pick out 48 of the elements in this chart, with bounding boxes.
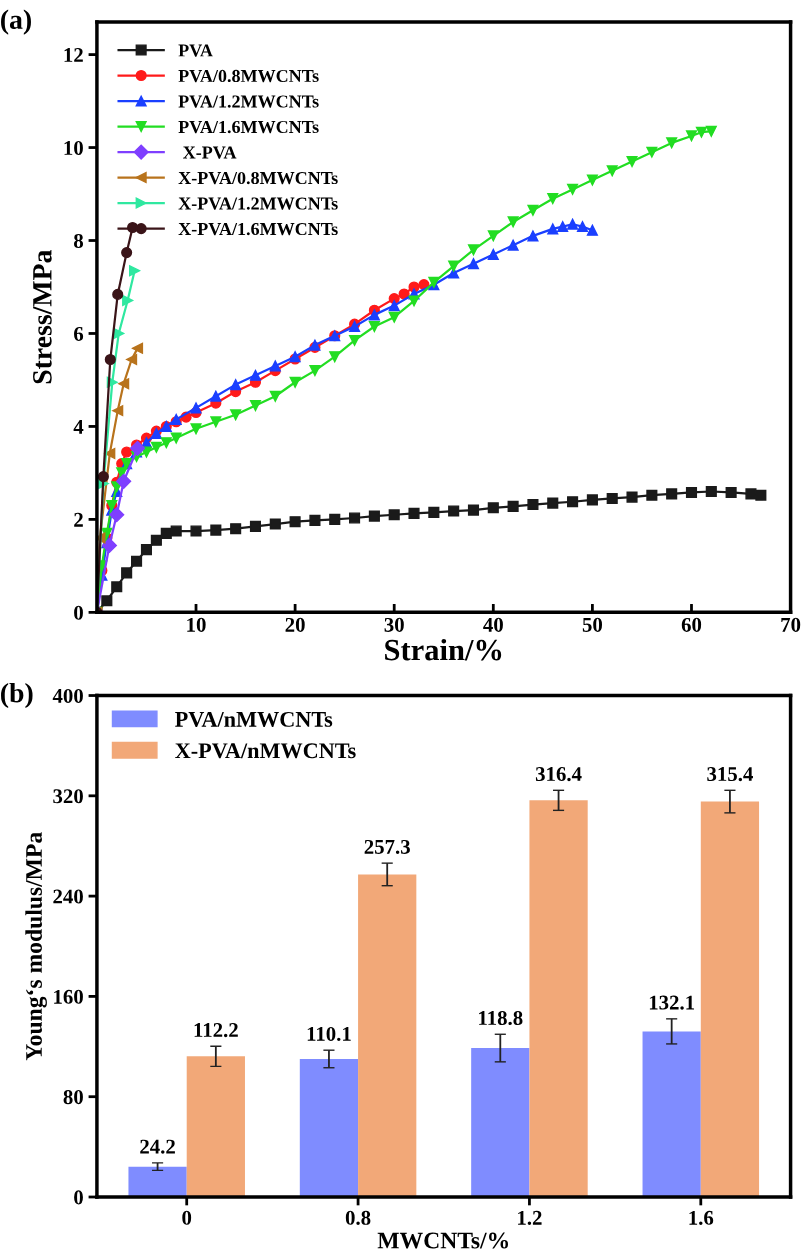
y-tick-label: 400	[52, 688, 83, 703]
data-label: 24.2	[140, 1139, 175, 1154]
data-label: 257.3	[364, 839, 410, 854]
x-tick-label: 0.8	[345, 1210, 371, 1225]
x-axis-title: Strain/%	[385, 638, 502, 661]
x-tick-label: 0	[182, 1210, 192, 1225]
y-tick-label: 240	[53, 889, 83, 904]
x-tick-label: 70	[781, 617, 801, 632]
x-tick-label: 60	[681, 617, 702, 632]
data-label: 132.1	[649, 995, 695, 1010]
y-tick-label: 6	[74, 326, 84, 341]
data-label: 110.1	[307, 1026, 351, 1042]
y-axis-title: Young‘s modulus/MPa	[25, 832, 47, 1061]
legend-label: PVA/1.6MWCNTs	[178, 120, 319, 134]
legend-label: X-PVA/1.6MWCNTs	[178, 222, 338, 236]
data-label: 316.4	[535, 767, 582, 782]
data-label: 112.2	[194, 1023, 238, 1038]
legend-label: X-PVA	[183, 146, 237, 159]
y-tick-label: 4	[73, 419, 84, 434]
y-tick-label: 160	[54, 989, 83, 1004]
legend-label: X-PVA/1.2MWCNTs	[178, 197, 338, 210]
y-tick-label: 320	[53, 789, 83, 804]
x-tick-label: 40	[483, 617, 503, 632]
y-tick-label: 2	[74, 512, 83, 527]
legend-label: PVA/nMWCNTs	[175, 711, 333, 727]
chart-title: (b)	[1, 682, 33, 709]
data-label: 118.8	[479, 1010, 523, 1026]
legend-label: PVA/0.8MWCNTs	[178, 69, 319, 83]
y-tick-label: 10	[64, 140, 83, 155]
y-tick-label: 0	[74, 605, 83, 620]
y-tick-label: 12	[64, 48, 83, 62]
x-axis-title: MWCNTs/%	[377, 1232, 509, 1249]
data-label: 315.4	[707, 767, 753, 782]
x-tick-label: 1.6	[689, 1210, 714, 1225]
legend-label: X-PVA/0.8MWCNTs	[178, 171, 338, 185]
y-tick-label: 0	[74, 1190, 83, 1205]
y-tick-label: 8	[74, 233, 84, 248]
x-tick-label: 30	[384, 617, 404, 632]
y-axis-title: Stress/MPa	[33, 249, 52, 384]
x-tick-label: 10	[187, 617, 206, 632]
x-tick-label: 20	[285, 617, 305, 632]
x-tick-label: 50	[582, 617, 603, 632]
x-tick-label: 1.2	[518, 1210, 542, 1225]
legend-label: PVA	[178, 44, 213, 57]
chart-title: (a)	[1, 9, 31, 35]
legend-label: PVA/1.2MWCNTs	[178, 95, 319, 108]
legend-label: X-PVA/nMWCNTs	[175, 743, 356, 759]
y-tick-label: 80	[63, 1090, 83, 1105]
